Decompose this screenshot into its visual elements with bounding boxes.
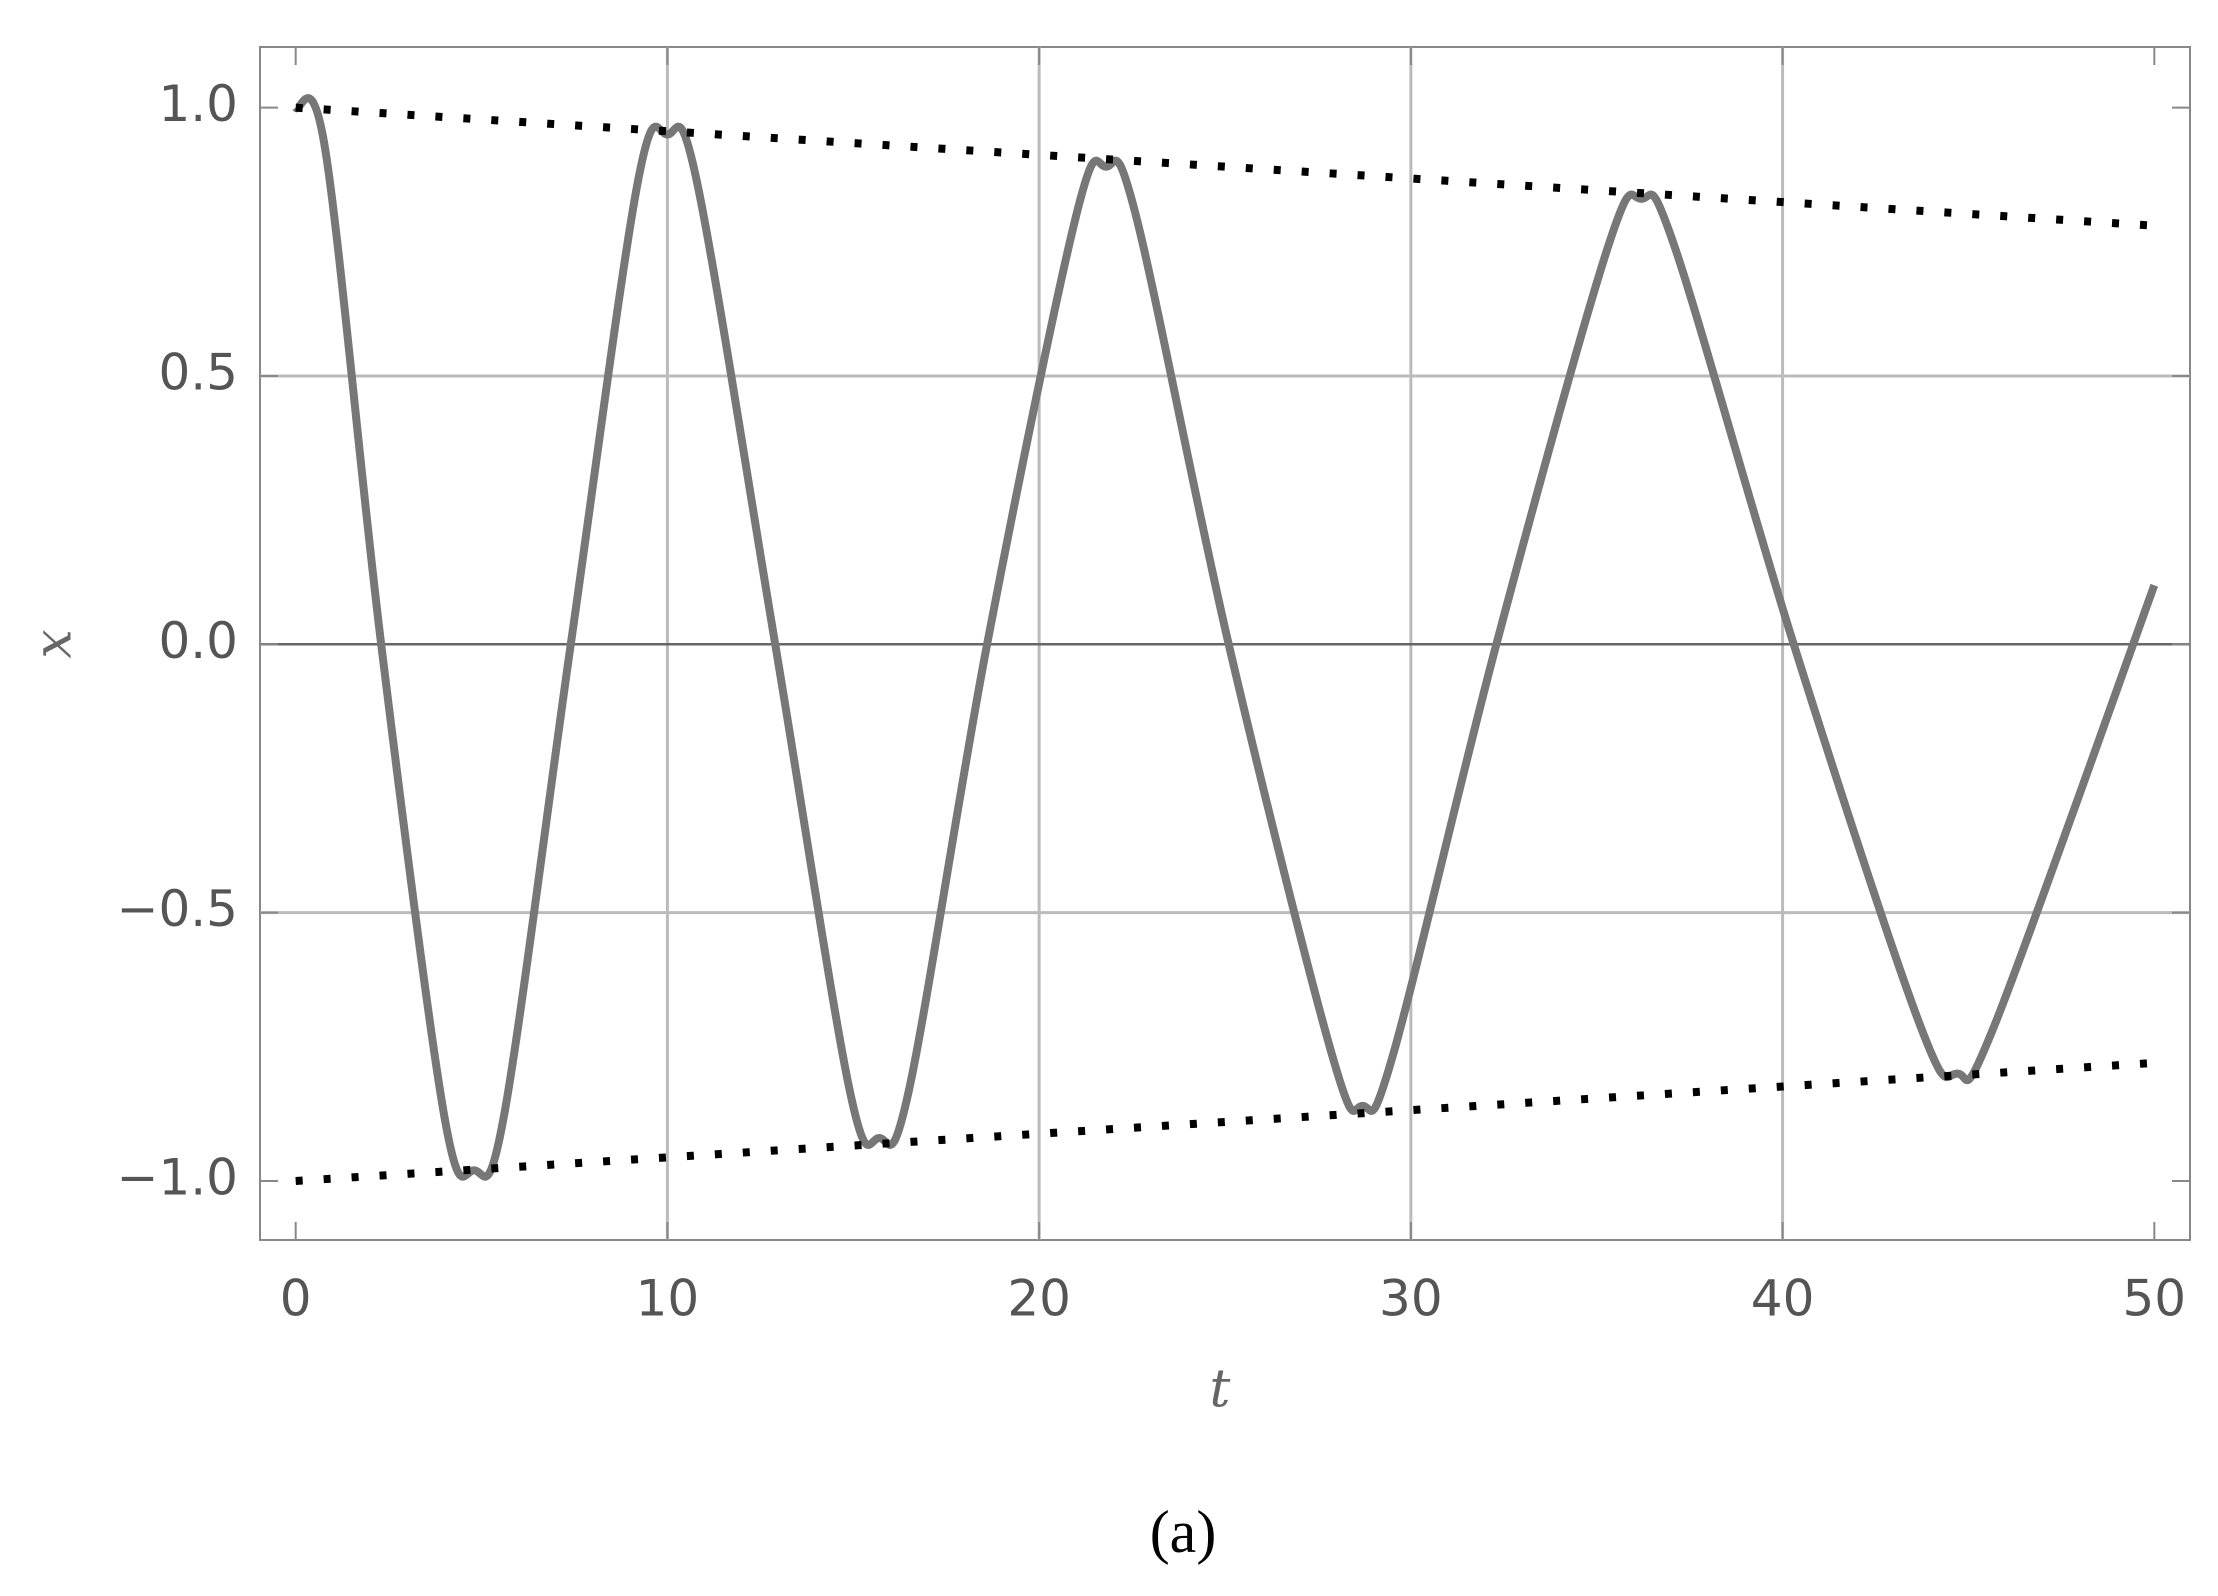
x-tick-label: 0: [280, 1270, 312, 1328]
x-tick-label: 50: [2123, 1270, 2187, 1328]
x-tick-label: 30: [1379, 1270, 1443, 1328]
x-axis-label: t: [1210, 1360, 1231, 1420]
y-tick-label: 0.0: [158, 612, 238, 670]
caption: (a): [1150, 1499, 1217, 1565]
solution-line: [292, 94, 2159, 1181]
y-tick-label: −1.0: [117, 1148, 238, 1206]
x-tick-label: 10: [636, 1270, 700, 1328]
y-tick-label: 0.5: [158, 343, 238, 401]
envelope-line: [295, 103, 2155, 230]
y-tick-label: 1.0: [158, 75, 238, 133]
y-axis-label: x: [24, 629, 84, 658]
y-tick-label: −0.5: [117, 880, 238, 938]
envelope-line: [295, 1058, 2155, 1185]
x-tick-label: 40: [1751, 1270, 1815, 1328]
x-tick-label: 20: [1007, 1270, 1071, 1328]
